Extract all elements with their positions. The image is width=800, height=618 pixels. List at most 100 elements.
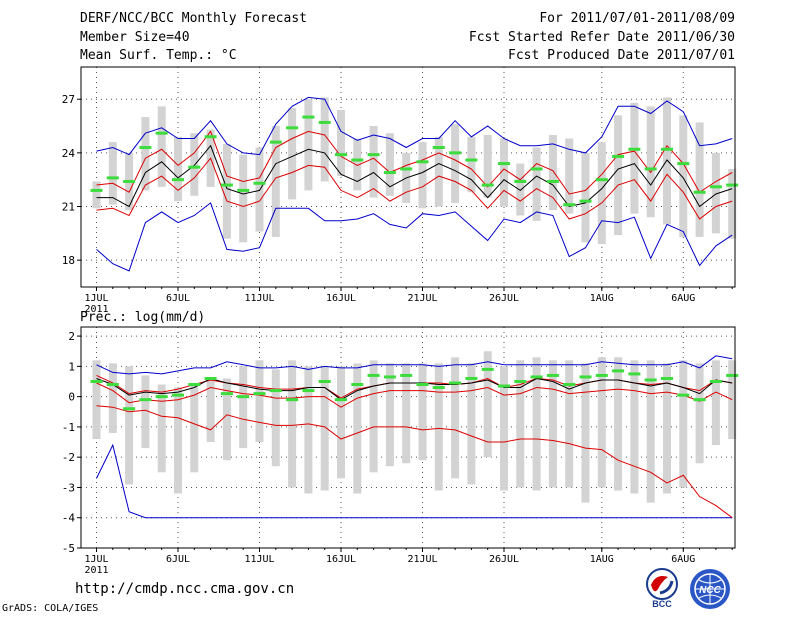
spread-box	[288, 108, 297, 200]
ncc-logo-globe-lines	[695, 574, 725, 604]
median-marker	[286, 398, 299, 402]
median-marker	[204, 376, 217, 380]
median-marker	[367, 373, 380, 377]
envelope-upper-line	[96, 355, 733, 375]
spread-box	[385, 133, 394, 196]
std-lower-line	[96, 157, 733, 220]
median-marker	[546, 373, 559, 377]
median-marker	[498, 162, 510, 166]
spread-box	[141, 117, 150, 191]
y-tick-label: -4	[62, 512, 76, 525]
spread-box	[679, 360, 688, 488]
median-marker	[90, 188, 103, 192]
x-tick-label: 1AUG	[590, 293, 614, 304]
y-tick-label: 27	[62, 93, 75, 106]
spread-box	[108, 142, 117, 205]
median-marker	[220, 183, 233, 187]
spread-box	[353, 138, 362, 191]
median-marker	[432, 145, 445, 149]
median-marker	[612, 154, 625, 158]
spread-box	[467, 363, 476, 485]
spread-box	[206, 378, 215, 443]
spread-box	[483, 351, 492, 458]
spread-box	[385, 363, 394, 467]
median-marker	[514, 379, 527, 383]
spread-box	[500, 366, 508, 491]
x-tick-label: 11JUL	[244, 554, 274, 565]
plot-frame	[80, 66, 736, 288]
median-marker	[400, 167, 413, 171]
spread-box	[581, 152, 590, 243]
spread-box	[320, 366, 329, 491]
spread-box	[402, 363, 411, 464]
median-marker	[90, 379, 103, 383]
median-marker	[269, 389, 282, 393]
spread-box	[711, 360, 720, 446]
spread-box	[483, 134, 492, 198]
spread-box	[711, 152, 720, 234]
grads-credit: GrADS: COLA/IGES	[2, 603, 99, 614]
median-marker	[628, 372, 641, 376]
median-marker	[220, 392, 233, 396]
y-tick-label: -5	[62, 542, 75, 555]
spread-box	[597, 142, 606, 245]
spread-box	[630, 102, 639, 214]
median-marker	[546, 179, 559, 183]
variable-label: Mean Surf. Temp.: °C	[80, 48, 237, 63]
spread-box	[434, 363, 443, 491]
spread-box	[320, 97, 329, 182]
median-marker	[709, 185, 722, 189]
median-marker	[465, 158, 478, 162]
spread-box	[369, 126, 378, 198]
median-marker	[351, 158, 364, 162]
median-marker	[106, 383, 119, 387]
spread-box	[92, 360, 101, 440]
median-marker	[677, 162, 690, 166]
spread-box	[353, 363, 362, 494]
spread-box	[157, 106, 166, 187]
spread-box	[271, 369, 280, 467]
spread-box	[174, 387, 182, 494]
bcc-logo-ring	[646, 568, 678, 600]
ensemble-mean-line	[96, 144, 733, 208]
median-marker	[172, 178, 184, 182]
median-marker	[595, 373, 608, 377]
envelope-upper-line	[96, 96, 733, 156]
spread-box	[239, 154, 248, 243]
median-marker	[253, 181, 266, 185]
spread-box	[141, 375, 150, 449]
source-url: http://cmdp.ncc.cma.gov.cn	[75, 581, 295, 597]
median-marker	[432, 386, 445, 390]
x-tick-label: 1JUL	[84, 293, 108, 304]
spread-box	[174, 136, 182, 202]
median-marker	[579, 199, 592, 203]
median-marker	[318, 379, 331, 383]
spread-box	[451, 124, 460, 203]
median-marker	[351, 383, 364, 387]
forecast-period: For 2011/07/01-2011/08/09	[539, 11, 735, 26]
median-marker	[693, 398, 706, 402]
spread-box	[222, 378, 231, 461]
y-tick-label: 2	[68, 330, 75, 343]
spread-box	[516, 163, 525, 216]
median-marker	[677, 393, 690, 397]
bcc-logo-text: BCC	[652, 599, 672, 609]
median-marker	[563, 383, 576, 387]
median-marker	[302, 389, 315, 393]
spread-box	[157, 384, 166, 473]
median-marker	[318, 120, 331, 124]
envelope-lower-line	[96, 202, 733, 272]
precip-panel-title: Prec.: log(mm/d)	[80, 310, 205, 325]
median-marker	[416, 383, 429, 387]
median-marker	[155, 395, 168, 399]
spread-box	[369, 360, 378, 473]
spread-box	[548, 360, 557, 488]
ensemble-mean-line	[96, 377, 733, 401]
median-marker	[481, 183, 494, 187]
median-marker	[383, 171, 396, 175]
median-marker	[726, 183, 739, 187]
spread-box	[418, 363, 427, 461]
spread-box	[532, 147, 541, 221]
